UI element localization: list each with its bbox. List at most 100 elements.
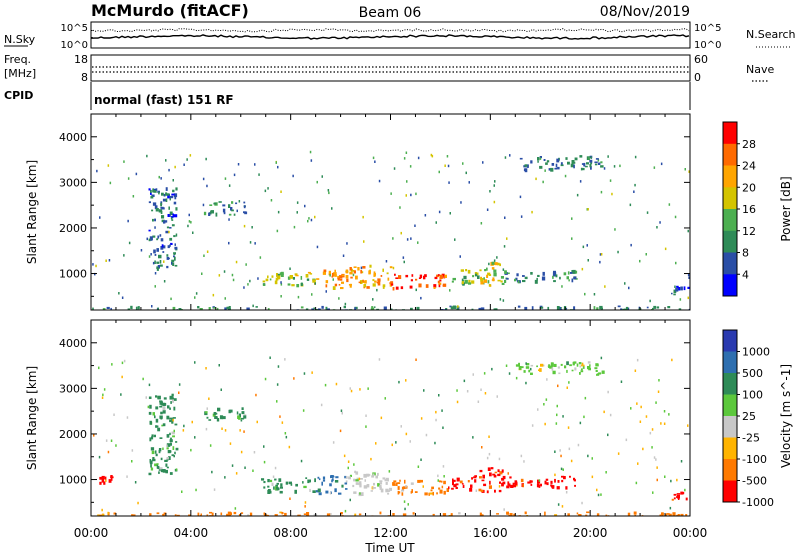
scatter-cell-0-4 <box>337 275 340 280</box>
speckle-cell-1 <box>591 457 593 460</box>
speckle-cell-1 <box>557 503 560 506</box>
scatter-cell-0-5 <box>390 281 394 285</box>
scatter-cell-0-9 <box>504 279 507 283</box>
speckle-cell-0 <box>502 299 505 302</box>
scatter-cell-0-10 <box>548 168 552 171</box>
scatter-cell-1-3 <box>229 409 233 413</box>
scatter-cell-0-4 <box>338 284 341 286</box>
scatter-cell-1-7 <box>431 486 434 490</box>
scatter-cell-1-4 <box>261 478 265 481</box>
scatter-cell-1-2 <box>166 443 171 447</box>
speckle-cell-0 <box>493 259 496 262</box>
speckle-cell-0 <box>212 293 215 297</box>
scatter-cell-0-1 <box>165 192 168 196</box>
scatter-cell-0-0 <box>300 306 304 309</box>
speckle-cell-1 <box>556 413 558 417</box>
scatter-cell-1-0 <box>596 513 600 516</box>
scatter-cell-0-1 <box>169 227 172 229</box>
speckle-cell-1 <box>422 485 424 488</box>
scatter-cell-1-8 <box>452 482 454 486</box>
speckle-cell-1 <box>607 390 609 394</box>
scatter-cell-1-6 <box>385 482 388 485</box>
scatter-cell-1-9 <box>502 481 506 485</box>
scatter-cell-0-10 <box>560 162 563 165</box>
scatter-cell-1-10 <box>509 476 512 479</box>
speckle-cell-0 <box>660 162 663 166</box>
y-tick-label-1: 4000 <box>59 337 87 350</box>
scatter-cell-1-7 <box>441 485 444 489</box>
scatter-cell-1-7 <box>402 486 406 489</box>
scatter-cell-1-6 <box>372 473 375 476</box>
time-tick-label: 00:00 <box>673 526 708 540</box>
scatter-cell-0-8 <box>484 269 487 272</box>
scatter-cell-1-9 <box>488 485 492 489</box>
speckle-cell-1 <box>279 415 281 418</box>
scatter-cell-1-8 <box>462 484 465 488</box>
speckle-cell-1 <box>671 358 673 362</box>
scatter-cell-1-11 <box>595 363 599 367</box>
scatter-cell-0-6 <box>444 274 447 278</box>
speckle-cell-0 <box>154 272 157 275</box>
scatter-cell-1-0 <box>211 512 214 516</box>
speckle-cell-1 <box>660 422 662 425</box>
speckle-cell-0 <box>414 224 416 227</box>
scatter-cell-0-10 <box>600 165 604 168</box>
speckle-cell-0 <box>96 169 98 173</box>
scatter-cell-0-5 <box>386 272 389 275</box>
speckle-cell-0 <box>593 293 596 296</box>
scatter-cell-0-4 <box>322 271 326 275</box>
scatter-cell-1-1 <box>101 475 105 480</box>
scatter-cell-1-1 <box>103 481 106 485</box>
speckle-cell-0 <box>687 273 690 277</box>
scatter-cell-0-7 <box>465 269 468 272</box>
scatter-cell-0-0 <box>449 305 452 308</box>
scatter-cell-1-0 <box>199 515 202 516</box>
nave-tick-top: 60 <box>694 53 708 66</box>
scatter-cell-0-10 <box>594 163 598 166</box>
speckle-cell-0 <box>201 272 203 275</box>
speckle-cell-1 <box>194 436 196 439</box>
speckle-cell-0 <box>311 293 313 296</box>
scatter-cell-0-0 <box>540 306 544 309</box>
scatter-cell-1-9 <box>479 476 482 479</box>
speckle-cell-1 <box>134 481 137 484</box>
scatter-cell-1-0 <box>174 514 177 516</box>
scatter-cell-1-4 <box>269 479 273 483</box>
scatter-cell-1-0 <box>163 512 167 515</box>
speckle-cell-0 <box>251 226 253 229</box>
speckle-cell-0 <box>238 200 241 203</box>
scatter-cell-1-4 <box>303 485 307 489</box>
scatter-cell-1-11 <box>566 369 568 373</box>
scatter-cell-0-11 <box>677 287 681 291</box>
speckle-cell-0 <box>127 219 129 223</box>
time-tick-label: 04:00 <box>174 526 209 540</box>
speckle-cell-0 <box>504 216 506 219</box>
scatter-cell-0-0 <box>213 307 216 309</box>
speckle-cell-1 <box>680 460 683 463</box>
colorbar-swatch-0 <box>723 187 737 210</box>
scatter-cell-1-0 <box>676 514 679 516</box>
speckle-cell-0 <box>499 298 502 301</box>
scatter-cell-0-9 <box>555 274 558 278</box>
scatter-cell-0-0 <box>110 307 112 310</box>
speckle-cell-1 <box>668 413 670 416</box>
scatter-cell-1-0 <box>659 514 661 516</box>
scatter-cell-1-6 <box>372 487 376 489</box>
speckle-cell-0 <box>362 215 364 219</box>
scatter-cell-1-9 <box>478 488 482 492</box>
speckle-cell-0 <box>338 297 340 300</box>
speckle-cell-1 <box>263 460 266 464</box>
colorbar-swatch-1 <box>723 373 737 395</box>
speckle-cell-1 <box>276 400 278 403</box>
scatter-cell-1-8 <box>456 477 460 482</box>
colorbar-swatch-1 <box>723 416 737 438</box>
scatter-cell-1-2 <box>174 451 176 455</box>
scatter-cell-0-0 <box>137 306 140 310</box>
scatter-cell-1-4 <box>267 490 271 494</box>
scatter-cell-1-9 <box>501 477 505 481</box>
scatter-cell-1-5 <box>335 476 339 479</box>
scatter-cell-0-5 <box>353 270 356 274</box>
speckle-cell-1 <box>365 425 367 428</box>
speckle-cell-1 <box>324 383 327 387</box>
scatter-cell-0-0 <box>311 308 315 310</box>
